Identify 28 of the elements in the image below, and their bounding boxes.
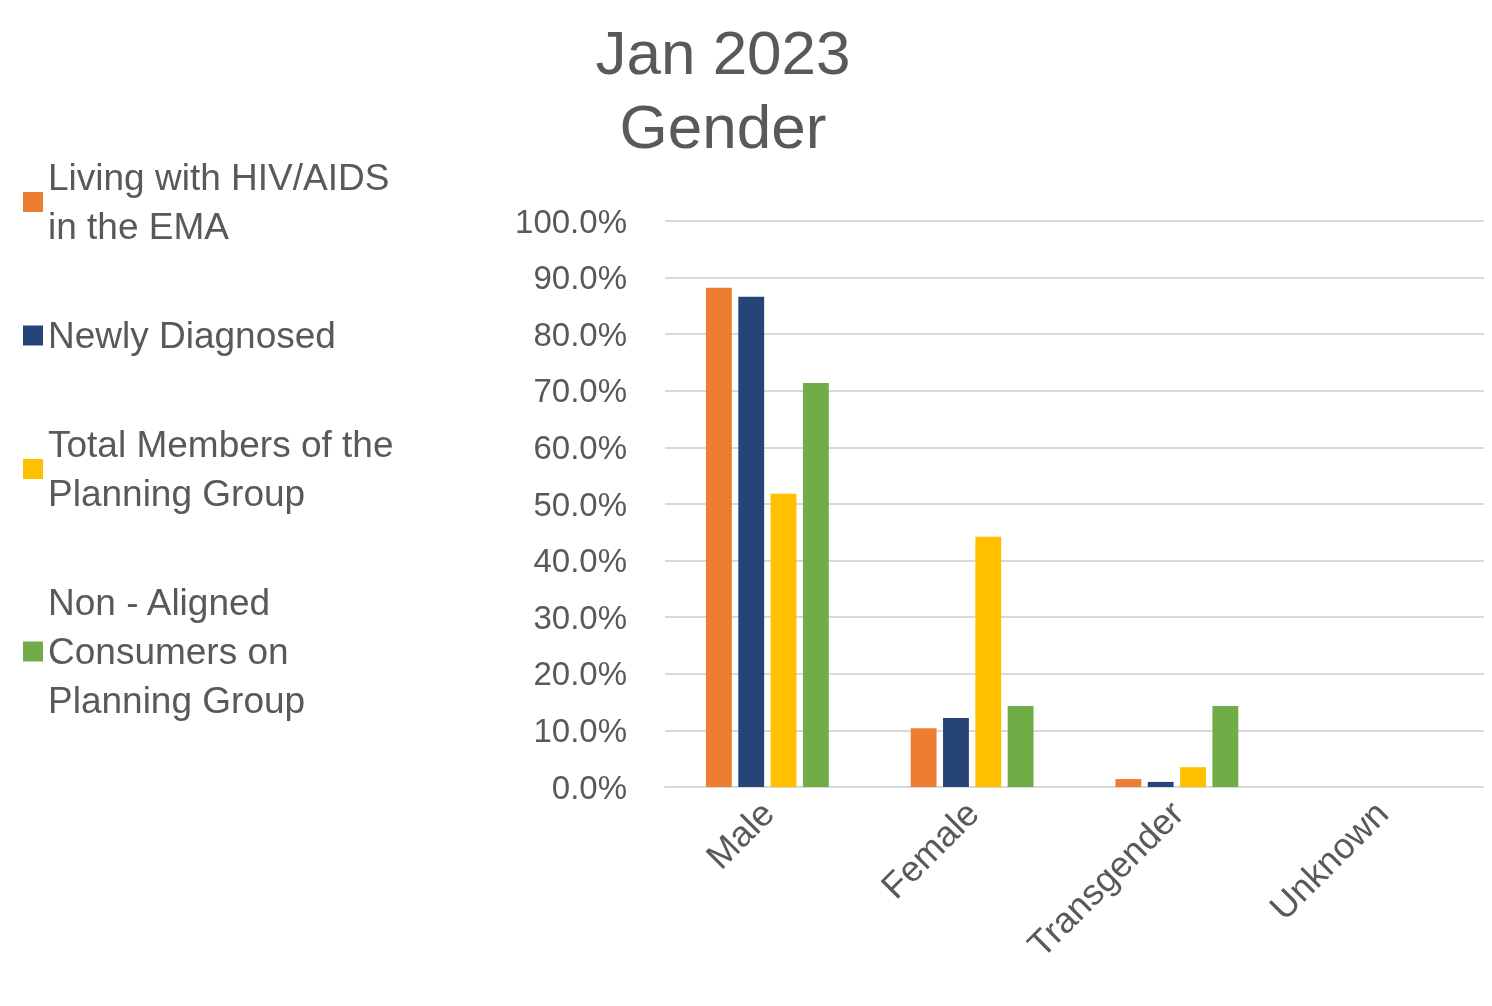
legend-label: Non - Aligned Consumers on Planning Group xyxy=(48,582,306,721)
legend-label: Total Members of the Planning Group xyxy=(48,424,404,514)
bar xyxy=(1180,767,1206,787)
y-tick-label: 0.0% xyxy=(551,768,627,806)
legend-label: Newly Diagnosed xyxy=(48,315,336,356)
bar xyxy=(1007,706,1034,787)
bar xyxy=(1115,779,1142,787)
y-tick-label: 40.0% xyxy=(533,542,627,580)
bar xyxy=(975,536,1002,787)
y-tick-label: 30.0% xyxy=(533,598,627,636)
bar xyxy=(910,728,937,787)
legend-label: Living with HIV/AIDS in the EMA xyxy=(48,157,400,247)
y-tick-label: 100.0% xyxy=(515,202,627,240)
bar xyxy=(705,287,732,787)
chart-title: Jan 2023 Gender xyxy=(595,17,851,161)
bar xyxy=(1212,706,1239,787)
bar xyxy=(738,296,765,787)
y-tick-label: 60.0% xyxy=(533,428,627,466)
bar xyxy=(1147,781,1174,787)
bar xyxy=(770,493,797,787)
y-tick-label: 80.0% xyxy=(533,315,627,353)
bar xyxy=(943,717,969,787)
y-tick-label: 70.0% xyxy=(533,372,627,410)
y-tick-label: 20.0% xyxy=(533,655,627,693)
y-tick-label: 50.0% xyxy=(533,485,627,523)
y-tick-label: 90.0% xyxy=(533,259,627,297)
bar xyxy=(802,382,829,787)
y-tick-label: 10.0% xyxy=(533,711,627,749)
